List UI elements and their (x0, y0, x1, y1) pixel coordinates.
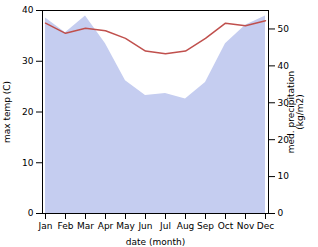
svg-text:Nov: Nov (237, 221, 255, 231)
svg-text:Mar: Mar (77, 221, 94, 231)
svg-text:max temp (C): max temp (C) (2, 81, 12, 143)
svg-text:date (month): date (month) (126, 237, 185, 247)
svg-text:10: 10 (278, 171, 290, 181)
svg-text:Jun: Jun (137, 221, 152, 231)
svg-text:10: 10 (22, 158, 34, 168)
svg-text:40: 40 (278, 61, 290, 71)
svg-text:Sep: Sep (197, 221, 214, 231)
svg-text:Aug: Aug (177, 221, 195, 231)
svg-text:Dec: Dec (257, 221, 274, 231)
svg-text:Oct: Oct (218, 221, 234, 231)
svg-text:Apr: Apr (98, 221, 114, 231)
svg-text:0: 0 (278, 208, 284, 218)
svg-text:0: 0 (28, 208, 34, 218)
svg-text:May: May (116, 221, 135, 231)
svg-text:Feb: Feb (58, 221, 74, 231)
svg-text:30: 30 (22, 56, 34, 66)
svg-text:20: 20 (277, 134, 289, 145)
svg-text:20: 20 (22, 107, 34, 117)
svg-text:med. precipitation(kg/m2): med. precipitation(kg/m2) (286, 71, 305, 153)
svg-text:Jan: Jan (38, 221, 53, 231)
svg-text:40: 40 (22, 5, 34, 15)
svg-text:30: 30 (277, 97, 289, 108)
svg-text:Jul: Jul (159, 221, 171, 231)
svg-text:50: 50 (278, 24, 290, 34)
